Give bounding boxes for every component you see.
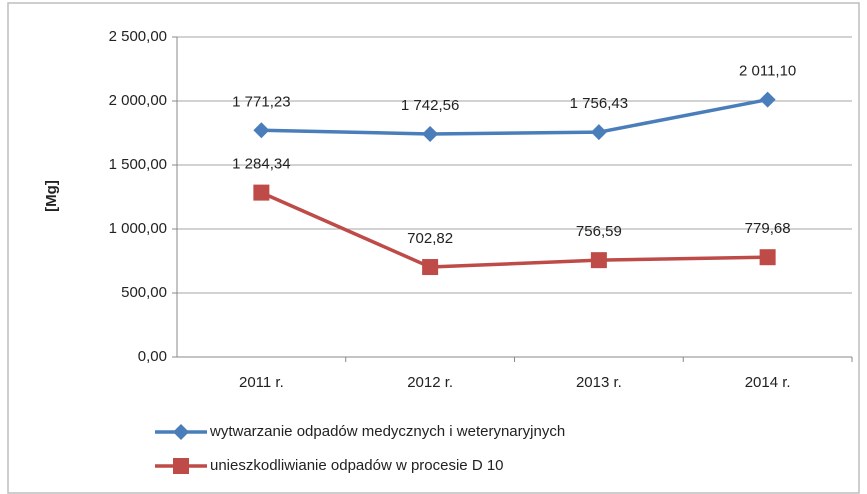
legend-label: wytwarzanie odpadów medycznych i weteryn…	[209, 423, 565, 440]
data-point	[590, 252, 607, 269]
x-tick-label: 2012 r.	[407, 374, 453, 391]
y-axis-label: [Mg]	[43, 180, 60, 212]
y-tick-label: 2 000,00	[109, 92, 167, 109]
y-tick-label: 0,00	[138, 348, 167, 365]
data-label: 2 011,10	[739, 63, 796, 80]
data-label: 1 284,34	[232, 156, 290, 173]
x-tick-label: 2011 r.	[239, 374, 284, 391]
data-point	[759, 249, 776, 266]
data-label: 1 742,56	[401, 97, 459, 114]
x-tick-label: 2014 r.	[745, 374, 791, 391]
series-line	[260, 191, 768, 269]
y-tick-label: 500,00	[121, 284, 167, 301]
data-label: 1 756,43	[570, 95, 628, 112]
data-point	[422, 125, 439, 142]
data-label: 1 771,23	[232, 93, 290, 110]
legend-label: unieszkodliwianie odpadów w procesie D 1…	[210, 457, 504, 474]
series-line	[261, 97, 768, 136]
data-label: 702,82	[407, 230, 453, 247]
chart-border	[7, 2, 860, 494]
x-tick-label: 2013 r.	[576, 374, 622, 391]
y-tick-label: 2 500,00	[109, 28, 167, 45]
data-point	[422, 259, 439, 276]
data-label: 779,68	[745, 220, 791, 237]
data-point	[590, 124, 607, 141]
y-tick-label: 1 000,00	[109, 220, 167, 237]
data-point	[253, 184, 270, 201]
data-point	[759, 91, 776, 108]
legend-marker	[173, 458, 189, 474]
data-label: 756,59	[576, 223, 622, 240]
y-tick-label: 1 500,00	[109, 156, 167, 173]
legend-marker	[173, 424, 189, 440]
data-point	[253, 122, 270, 139]
